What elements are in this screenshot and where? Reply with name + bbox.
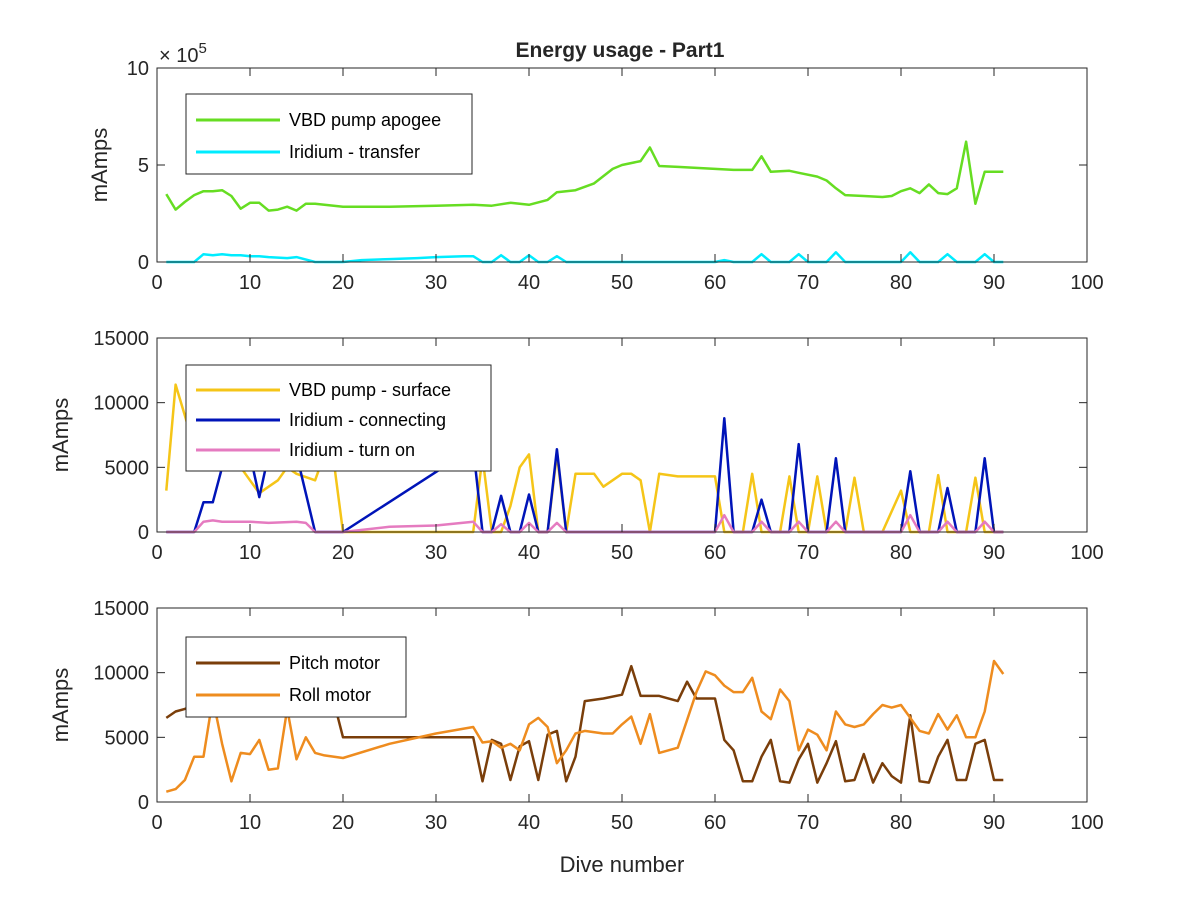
y-tick-label: 0	[138, 522, 149, 544]
legend-label-1: VBD pump apogee	[289, 110, 441, 130]
y-tick-label: 15000	[93, 598, 149, 620]
x-tick-label: 50	[611, 272, 633, 294]
legend-label-3: Iridium - turn on	[289, 440, 415, 460]
x-tick-label: 20	[332, 272, 354, 294]
y-tick-label: 15000	[93, 328, 149, 350]
y-axis-label: mAmps	[48, 668, 73, 743]
x-tick-label: 30	[425, 272, 447, 294]
y-tick-label: 5000	[105, 727, 150, 749]
x-tick-label: 100	[1070, 272, 1103, 294]
legend-box	[185, 93, 473, 175]
y-tick-label: 5	[138, 155, 149, 177]
legend-box	[185, 364, 492, 472]
x-tick-label: 90	[983, 542, 1005, 564]
x-tick-label: 80	[890, 272, 912, 294]
subplot-2: 0 10 20 30 40 50 60 70 80 90 100 0 5000 10000 15000 mAm…	[48, 328, 1104, 564]
legend-label-2: Iridium - transfer	[289, 142, 420, 162]
y-axis-label: mAmps	[87, 128, 112, 203]
series-line-1	[165, 140, 1004, 212]
y-tick-label: 0	[138, 252, 149, 274]
x-tick-label: 0	[151, 272, 162, 294]
x-tick-label: 10	[239, 272, 261, 294]
y-tick-label: 0	[138, 792, 149, 814]
series-line-2	[166, 251, 1004, 264]
legend: VBD pump apogee Iridium - transfer	[185, 93, 473, 175]
x-tick-label: 10	[239, 812, 261, 834]
x-tick-label: 0	[151, 542, 162, 564]
legend-label-1: VBD pump - surface	[289, 380, 451, 400]
series-line-2	[165, 659, 1005, 793]
y-tick-label: 10	[127, 58, 149, 80]
series-line-3	[166, 513, 1004, 534]
x-tick-label: 100	[1070, 812, 1103, 834]
x-tick-label: 50	[611, 812, 633, 834]
x-tick-label: 70	[797, 812, 819, 834]
legend-label-2: Roll motor	[289, 685, 371, 705]
y-tick-label: 10000	[93, 663, 149, 685]
legend-box	[185, 636, 407, 718]
x-tick-label: 90	[983, 812, 1005, 834]
x-tick-label: 40	[518, 542, 540, 564]
x-tick-label: 70	[797, 272, 819, 294]
x-tick-label: 0	[151, 812, 162, 834]
legend-label-1: Pitch motor	[289, 653, 380, 673]
x-tick-label: 70	[797, 542, 819, 564]
y-axis-label: mAmps	[48, 398, 73, 473]
x-tick-label: 80	[890, 542, 912, 564]
x-tick-label: 20	[332, 812, 354, 834]
x-tick-label: 30	[425, 542, 447, 564]
x-tick-label: 10	[239, 542, 261, 564]
figure-title: Energy usage - Part1	[516, 39, 725, 62]
x-tick-label: 60	[704, 812, 726, 834]
x-tick-label: 50	[611, 542, 633, 564]
x-tick-label: 60	[704, 542, 726, 564]
y-tick-label: 10000	[93, 393, 149, 415]
x-tick-label: 90	[983, 272, 1005, 294]
x-tick-label: 20	[332, 542, 354, 564]
y-tick-label: 5000	[105, 457, 150, 479]
x-tick-label: 40	[518, 812, 540, 834]
x-tick-label: 30	[425, 812, 447, 834]
subplot-3: 0 10 20 30 40 50 60 70 80 90 100 0 5000 10000 15000 mAm…	[48, 598, 1104, 877]
legend: VBD pump - surface Iridium - connecting Ir…	[185, 364, 492, 472]
legend-label-2: Iridium - connecting	[289, 410, 446, 430]
series-line-1	[165, 383, 1004, 534]
x-axis-label: Dive number	[560, 852, 685, 877]
x-tick-label: 100	[1070, 542, 1103, 564]
series-line-2	[166, 416, 1004, 534]
x-tick-label: 60	[704, 272, 726, 294]
x-tick-label: 80	[890, 812, 912, 834]
legend: Pitch motor Roll motor	[185, 636, 407, 718]
x-tick-label: 40	[518, 272, 540, 294]
